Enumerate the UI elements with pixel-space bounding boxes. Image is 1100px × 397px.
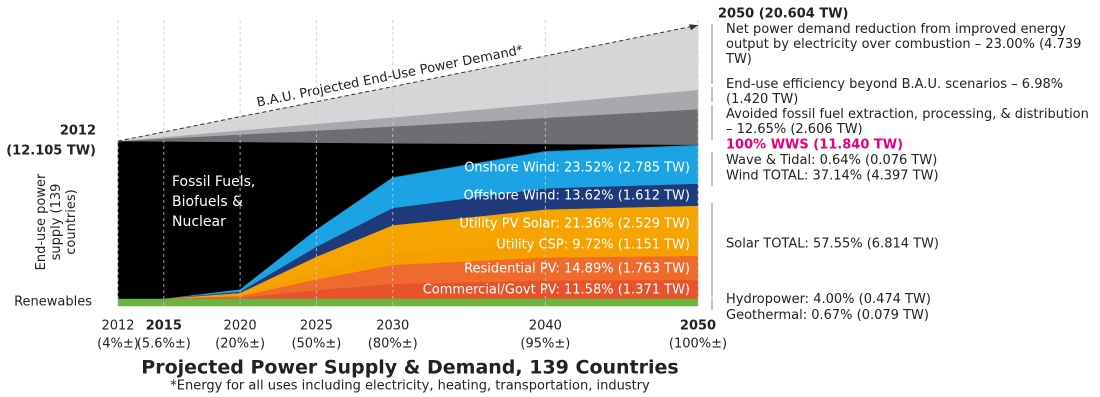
x-sublabel: (50%±) <box>291 337 341 352</box>
wws-label: 100% WWS (11.840 TW) <box>726 138 903 153</box>
x-sublabel: (20%±) <box>215 337 265 352</box>
x-tick-label: 2020 <box>224 319 257 334</box>
footnote: *Energy for all uses including electrici… <box>170 379 650 394</box>
x-tick-label: 2040 <box>529 319 562 334</box>
series-label: Offshore Wind: 13.62% (1.612 TW) <box>463 189 690 204</box>
series-label: Utility PV Solar: 21.36% (2.529 TW) <box>459 217 690 232</box>
series-label: Hydropower: 4.00% (0.474 TW) <box>726 292 931 307</box>
bau-line <box>117 24 699 142</box>
chart-title: Projected Power Supply & Demand, 139 Cou… <box>141 357 678 379</box>
x-tick-label: 2030 <box>376 319 409 334</box>
start-label: 2012 <box>60 124 96 139</box>
end-label: 2050 (20.604 TW) <box>718 7 849 22</box>
series-label: Residential PV: 14.89% (1.763 TW) <box>464 262 690 277</box>
x-tick-label: 2015 <box>146 319 182 334</box>
x-tick-label: 2025 <box>300 319 333 334</box>
arrow-head <box>689 24 698 31</box>
series-label: Onshore Wind: 23.52% (2.785 TW) <box>464 161 690 176</box>
y-axis-label: End-use power supply (139 countries) <box>34 173 79 271</box>
area <box>117 298 699 306</box>
wind-total: Wind TOTAL: 37.14% (4.397 TW) <box>726 169 939 184</box>
series-label: Wave & Tidal: 0.64% (0.076 TW) <box>726 153 938 168</box>
series-label: End-use efficiency beyond B.A.U. scenari… <box>726 77 1064 107</box>
series-label: Utility CSP: 9.72% (1.151 TW) <box>496 238 690 253</box>
x-sublabel: (80%±) <box>368 337 418 352</box>
x-sublabel: (5.6%±) <box>137 337 191 352</box>
x-sublabel: (95%±) <box>520 337 570 352</box>
x-tick-label: 2012 <box>101 319 134 334</box>
start-value: (12.105 TW) <box>6 144 96 159</box>
series-label: Net power demand reduction from improved… <box>726 22 1082 67</box>
series-label: Avoided fossil fuel extraction, processi… <box>726 107 1089 137</box>
renewables-label: Renewables <box>14 295 92 310</box>
solar-total: Solar TOTAL: 57.55% (6.814 TW) <box>726 237 939 252</box>
x-sublabel: (4%±) <box>97 337 139 352</box>
series-label: Fossil Fuels, Biofuels & Nuclear <box>172 174 256 230</box>
x-tick-label: 2050 <box>680 319 716 334</box>
series-label: Commercial/Govt PV: 11.58% (1.371 TW) <box>423 283 690 298</box>
areas <box>117 24 699 307</box>
series-label: Geothermal: 0.67% (0.079 TW) <box>726 308 929 323</box>
x-sublabel: (100%±) <box>669 337 727 352</box>
